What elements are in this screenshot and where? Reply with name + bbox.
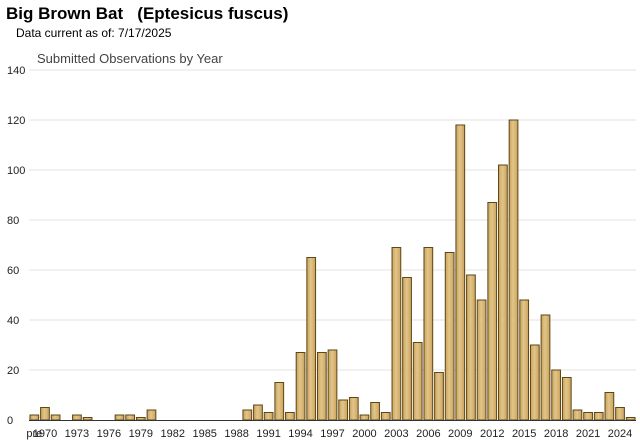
bar-1989 bbox=[242, 409, 253, 421]
bar-2003 bbox=[391, 247, 402, 421]
y-tick-label: 100 bbox=[7, 165, 25, 177]
bar-1993 bbox=[285, 412, 295, 421]
bar-2025 bbox=[625, 417, 636, 421]
bar-1979 bbox=[135, 417, 146, 421]
x-tick-label: 2018 bbox=[544, 428, 568, 440]
bar-1991 bbox=[263, 412, 274, 421]
bar-2011 bbox=[476, 299, 487, 421]
x-tick-label: 1985 bbox=[192, 428, 216, 440]
bar-2007 bbox=[434, 372, 444, 421]
x-tick-label: 2000 bbox=[352, 428, 376, 440]
bar-pre bbox=[29, 414, 40, 421]
bar-2009 bbox=[455, 124, 466, 421]
x-tick-label: 2024 bbox=[608, 428, 632, 440]
y-tick-label: 140 bbox=[7, 65, 25, 77]
bar-1973 bbox=[72, 414, 82, 421]
bar-1971 bbox=[50, 414, 61, 421]
bar-2006 bbox=[423, 247, 434, 421]
bar-2023 bbox=[604, 392, 615, 421]
x-tick-label: 1970 bbox=[33, 428, 57, 440]
x-tick-label: pre bbox=[26, 428, 42, 440]
bar-2005 bbox=[412, 342, 423, 421]
bar-1992 bbox=[274, 382, 285, 421]
bar-1996 bbox=[316, 352, 327, 421]
chart-title: Submitted Observations by Year bbox=[37, 51, 223, 66]
x-tick-label: 2015 bbox=[512, 428, 536, 440]
y-tick-label: 60 bbox=[7, 265, 19, 277]
bar-2014 bbox=[508, 119, 519, 421]
page-title: Big Brown Bat (Eptesicus fuscus) bbox=[6, 4, 289, 23]
bar-2020 bbox=[572, 409, 583, 421]
bar-2010 bbox=[466, 274, 476, 421]
x-tick-label: 1988 bbox=[224, 428, 248, 440]
bar-1980 bbox=[146, 409, 157, 421]
bar-1994 bbox=[295, 352, 306, 421]
bar-2012 bbox=[487, 202, 498, 421]
x-tick-label: 2003 bbox=[384, 428, 408, 440]
data-date-subtitle: Data current as of: 7/17/2025 bbox=[16, 26, 172, 40]
bar-2002 bbox=[380, 412, 391, 421]
x-tick-label: 2012 bbox=[480, 428, 504, 440]
y-tick-label: 20 bbox=[7, 365, 19, 377]
bar-1974 bbox=[82, 417, 93, 421]
bar-2008 bbox=[444, 252, 455, 421]
bar-2021 bbox=[583, 412, 593, 421]
bar-2000 bbox=[359, 414, 370, 421]
x-tick-label: 1973 bbox=[65, 428, 89, 440]
x-tick-label: 1979 bbox=[129, 428, 153, 440]
x-tick-label: 1982 bbox=[161, 428, 185, 440]
bar-2016 bbox=[529, 344, 540, 421]
bar-2013 bbox=[498, 164, 508, 421]
bar-1997 bbox=[327, 349, 338, 421]
bar-1999 bbox=[348, 397, 359, 421]
bar-2017 bbox=[540, 314, 551, 421]
bar-2024 bbox=[615, 407, 625, 421]
y-tick-label: 40 bbox=[7, 315, 19, 327]
bar-1977 bbox=[114, 414, 125, 421]
bar-2001 bbox=[370, 402, 380, 421]
bars bbox=[29, 119, 636, 421]
y-axis-ticks: 0 20 40 60 80 100 120 140 bbox=[7, 65, 25, 427]
x-tick-label: 1997 bbox=[320, 428, 344, 440]
bar-2018 bbox=[551, 369, 561, 421]
bar-1995 bbox=[306, 257, 317, 421]
bar-2022 bbox=[593, 412, 604, 421]
x-tick-label: 2021 bbox=[576, 428, 600, 440]
bar-1970 bbox=[40, 407, 50, 421]
bar-1990 bbox=[253, 404, 263, 421]
x-tick-label: 1976 bbox=[97, 428, 121, 440]
x-tick-label: 2006 bbox=[416, 428, 440, 440]
x-tick-label: 1991 bbox=[256, 428, 280, 440]
y-tick-label: 0 bbox=[7, 415, 13, 427]
x-tick-label: 2009 bbox=[448, 428, 472, 440]
y-tick-label: 80 bbox=[7, 215, 19, 227]
bar-2004 bbox=[402, 277, 412, 421]
bar-1978 bbox=[125, 414, 136, 421]
bar-2015 bbox=[519, 299, 530, 421]
bar-1998 bbox=[338, 399, 349, 421]
bar-2019 bbox=[561, 377, 572, 421]
x-tick-label: 1994 bbox=[288, 428, 312, 440]
y-tick-label: 120 bbox=[7, 115, 25, 127]
